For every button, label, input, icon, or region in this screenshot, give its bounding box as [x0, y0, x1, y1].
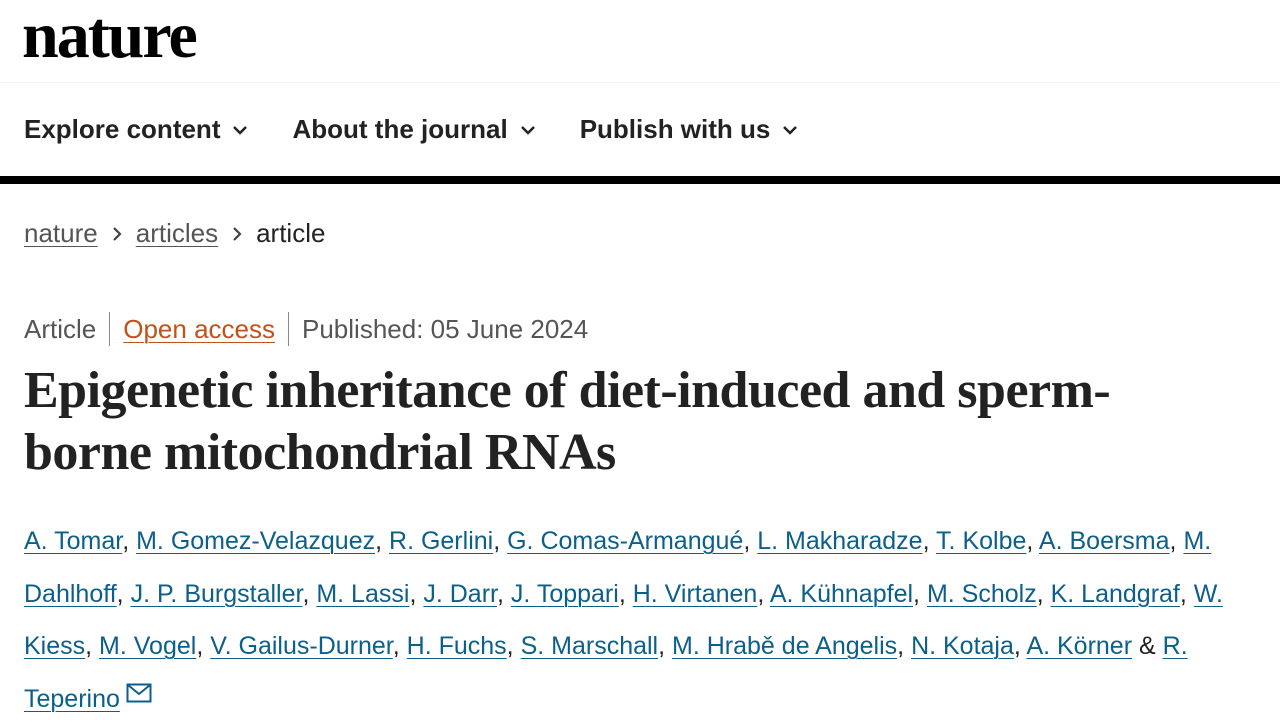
author-link[interactable]: H. Fuchs [406, 632, 507, 660]
author-link[interactable]: G. Comas-Armangué [507, 527, 744, 555]
nav-label[interactable]: Publish with us [579, 114, 771, 144]
author-separator: , [1169, 527, 1177, 555]
author-link[interactable]: N. Kotaja [911, 632, 1014, 660]
author-link[interactable]: R. Gerlini [389, 527, 494, 555]
logo[interactable]: nature [22, 0, 198, 72]
author-separator: , [196, 632, 204, 660]
author-link[interactable]: M. Hrabě de Angelis [672, 632, 898, 660]
author-separator: , [1026, 527, 1034, 555]
author-separator: , [506, 632, 514, 660]
author-separator: , [375, 527, 383, 555]
author-separator: , [1036, 579, 1044, 608]
author-separator: , [757, 579, 765, 608]
chevron-icon [233, 125, 248, 135]
breadcrumb-link[interactable]: articles [135, 218, 219, 248]
author-link[interactable]: H. Virtanen [632, 579, 758, 608]
author-separator: , [743, 527, 751, 555]
author-separator: , [922, 527, 930, 555]
author-link[interactable]: M. Dahlhoff [24, 527, 1212, 608]
published-date: Published: 05 June 2024 [302, 313, 589, 344]
breadcrumb: nature articles article [24, 218, 325, 249]
author-link[interactable]: M. Scholz [926, 579, 1037, 608]
author-separator: , [1013, 632, 1021, 660]
author-link[interactable]: A. Kühnapfel [769, 579, 914, 608]
author-link[interactable]: V. Gailus-Durner [210, 632, 393, 660]
email-icon-flap [127, 683, 151, 695]
author-separator: , [409, 579, 417, 608]
nav-item[interactable]: About the journal [292, 114, 535, 145]
author-separator: , [913, 579, 920, 608]
author-separator: , [658, 632, 666, 660]
article-title: Epigenetic inheritance of diet-induced a… [24, 362, 1111, 481]
email-icon[interactable] [126, 683, 152, 703]
nav-item[interactable]: Explore content [24, 114, 248, 145]
author-separator: , [85, 632, 93, 660]
breadcrumb-current: article [256, 218, 326, 248]
author-separator: , [1179, 579, 1187, 608]
chevron-icon [520, 125, 535, 135]
author-separator: , [392, 632, 400, 660]
author-list: A. Tomar, M. Gomez-Velazquez, R. Gerlini… [24, 515, 1264, 725]
nav-label[interactable]: Explore content [24, 114, 221, 144]
breadcrumb-separator [112, 226, 122, 241]
email-icon-frame [126, 683, 152, 702]
breadcrumb-link[interactable]: nature [24, 218, 98, 248]
author-separator: , [116, 579, 124, 608]
nav-bar: Explore content About the journal Publis… [0, 82, 1280, 176]
author-link[interactable]: T. Kolbe [936, 527, 1027, 555]
author-link[interactable]: L. Makharadze [757, 527, 923, 555]
author-separator: , [493, 527, 501, 555]
nav-label[interactable]: About the journal [292, 114, 508, 144]
open-access-link[interactable]: Open access [123, 313, 275, 344]
author-link[interactable]: J. P. Burgstaller [130, 579, 303, 608]
article-type: Article [24, 313, 97, 344]
divider [0, 176, 1280, 184]
breadcrumb-separator [233, 226, 242, 241]
author-link[interactable]: M. Lassi [316, 579, 410, 608]
meta-divider [109, 312, 111, 346]
chevron-icon [783, 125, 798, 135]
author-link[interactable]: A. Tomar [24, 527, 123, 555]
author-link[interactable]: J. Toppari [510, 579, 619, 608]
author-link[interactable]: M. Gomez-Velazquez [136, 527, 376, 555]
author-link[interactable]: J. Darr [423, 579, 497, 608]
author-separator: , [618, 579, 626, 608]
author-link[interactable]: S. Marschall [520, 632, 659, 660]
logo-bar: nature [0, 0, 1280, 82]
meta-divider [288, 312, 289, 346]
author-link[interactable]: R. Teperino [24, 632, 1188, 713]
author-separator: , [496, 579, 504, 608]
author-separator: , [897, 632, 905, 660]
author-link[interactable]: W. Kiess [24, 579, 1223, 661]
author-link[interactable]: M. Vogel [99, 632, 197, 660]
nav-item[interactable]: Publish with us [580, 114, 799, 145]
author-link[interactable]: A. Boersma [1038, 527, 1170, 555]
author-link[interactable]: A. Körner [1026, 632, 1133, 660]
author-separator: & [1139, 632, 1156, 660]
author-separator: , [302, 579, 310, 608]
author-separator: , [122, 527, 130, 555]
article-meta: Article Open access Published: 05 June 2… [24, 312, 588, 346]
author-link[interactable]: K. Landgraf [1050, 579, 1180, 608]
